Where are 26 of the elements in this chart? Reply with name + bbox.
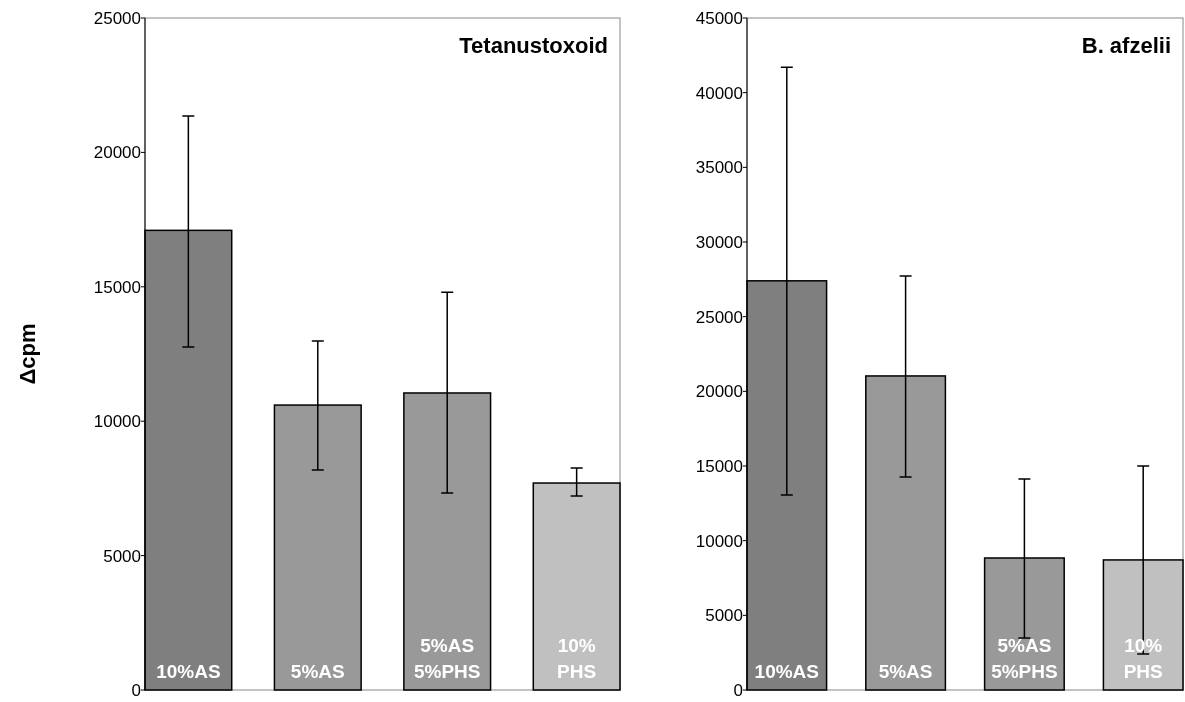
x-tick-label: 5%AS 5%PHS [413,635,481,682]
y-tick-label: 40000 [695,83,743,103]
y-tick-label: 0 [131,680,141,700]
x-tick-label: 10%AS [754,661,820,682]
y-tick-label: 25000 [93,8,141,28]
x-tick-label: 5%AS 5%PHS [991,635,1058,682]
y-tick-label: 5000 [705,606,743,626]
text: Tetanustoxoid [459,33,608,58]
y-tick-label: 5000 [103,546,141,566]
x-tick-label: 10% PHS [557,635,597,682]
y-tick-label: 20000 [695,382,743,402]
y-tick-label: 15000 [695,456,743,476]
x-tick-label: 5%AS [878,661,933,682]
y-tick-label: 15000 [93,277,141,297]
y-tick-label: 10000 [695,531,743,551]
y-tick-label: 0 [733,680,743,700]
y-tick-label: 25000 [695,307,743,327]
y-tick-label: 10000 [93,412,141,432]
text: B. afzelii [1081,33,1171,58]
y-tick-label: 30000 [695,232,743,252]
y-tick-label: 20000 [93,143,141,163]
x-tick-label: 5%AS [290,661,345,682]
y-tick-label: 35000 [695,158,743,178]
x-tick-label: 10%AS [156,661,221,682]
y-tick-label: 45000 [695,8,743,28]
y-axis-title: Δcpm [15,323,40,385]
